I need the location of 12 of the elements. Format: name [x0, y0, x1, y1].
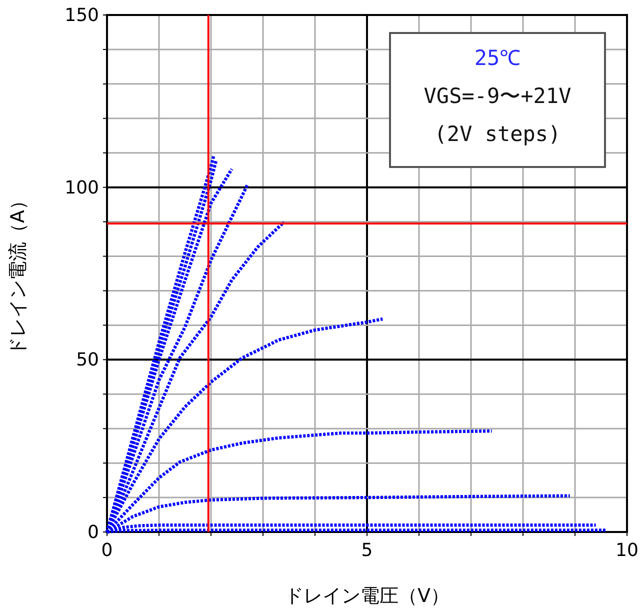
y-axis-title: ドレイン電流（A）	[7, 191, 29, 356]
x-tick-label: 0	[101, 540, 113, 561]
x-tick-label: 10	[616, 540, 638, 561]
y-tick-label: 150	[64, 5, 99, 26]
annotation: (2V steps)	[434, 122, 561, 146]
y-tick-label: 50	[76, 350, 99, 371]
annotation: VGS=-9〜+21V	[424, 84, 572, 108]
y-tick-label: 0	[88, 522, 99, 543]
annotation: 25℃	[474, 46, 521, 70]
x-axis-title: ドレイン電圧（V）	[284, 585, 450, 607]
y-tick-label: 100	[64, 177, 99, 198]
x-tick-label: 5	[361, 540, 373, 561]
